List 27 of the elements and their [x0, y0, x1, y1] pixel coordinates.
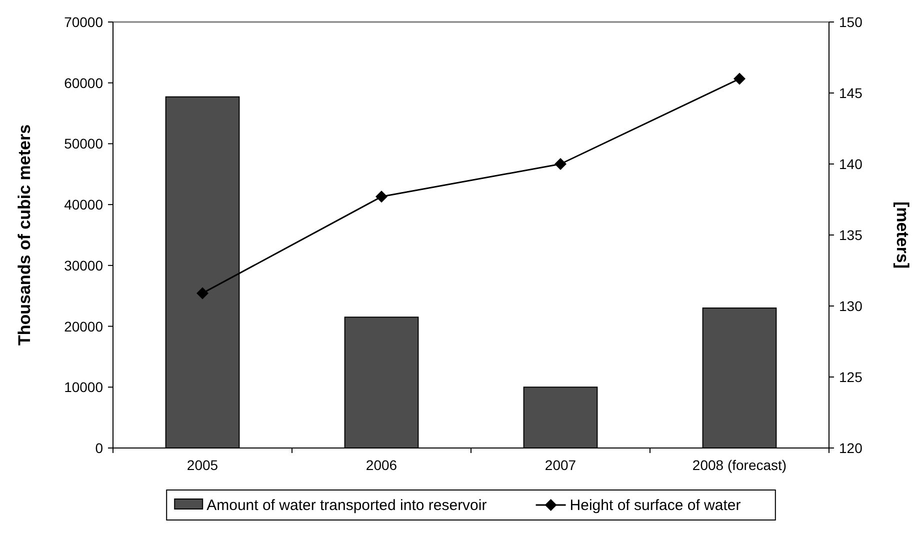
x-tick-label: 2008 (forecast)	[692, 457, 787, 473]
y2-tick-label: 145	[839, 85, 863, 101]
point	[196, 287, 208, 300]
y2-tick-label: 120	[839, 440, 863, 456]
y-tick-label: 60000	[64, 74, 104, 91]
x-tick-label: 2007	[544, 457, 576, 473]
x-tick-label: 2006	[366, 457, 398, 473]
point	[376, 190, 388, 203]
y-axis-title: Thousands of cubic meters	[15, 124, 34, 346]
legend-label: Height of surface of water	[570, 497, 741, 514]
legend-label: Amount of water transported into reservoir	[206, 497, 487, 514]
y2-tick-label: 130	[839, 298, 863, 314]
y2-axis-title: [meters]	[893, 201, 912, 269]
y-tick-label: 0	[95, 440, 104, 456]
y-tick-label: 30000	[64, 257, 104, 274]
y-tick-label: 50000	[64, 136, 104, 152]
y-tick-label: 70000	[64, 14, 104, 30]
y-tick-label: 20000	[64, 318, 104, 334]
y2-tick-label: 150	[839, 14, 863, 30]
point	[554, 158, 566, 170]
x-tick-label: 2005	[186, 457, 218, 473]
y2-tick-label: 135	[839, 227, 863, 243]
y-tick-label: 40000	[64, 196, 104, 213]
y2-tick-label: 125	[839, 369, 863, 385]
y2-tick-label: 140	[839, 156, 863, 172]
y-tick-label: 10000	[64, 379, 104, 396]
point	[734, 72, 746, 85]
